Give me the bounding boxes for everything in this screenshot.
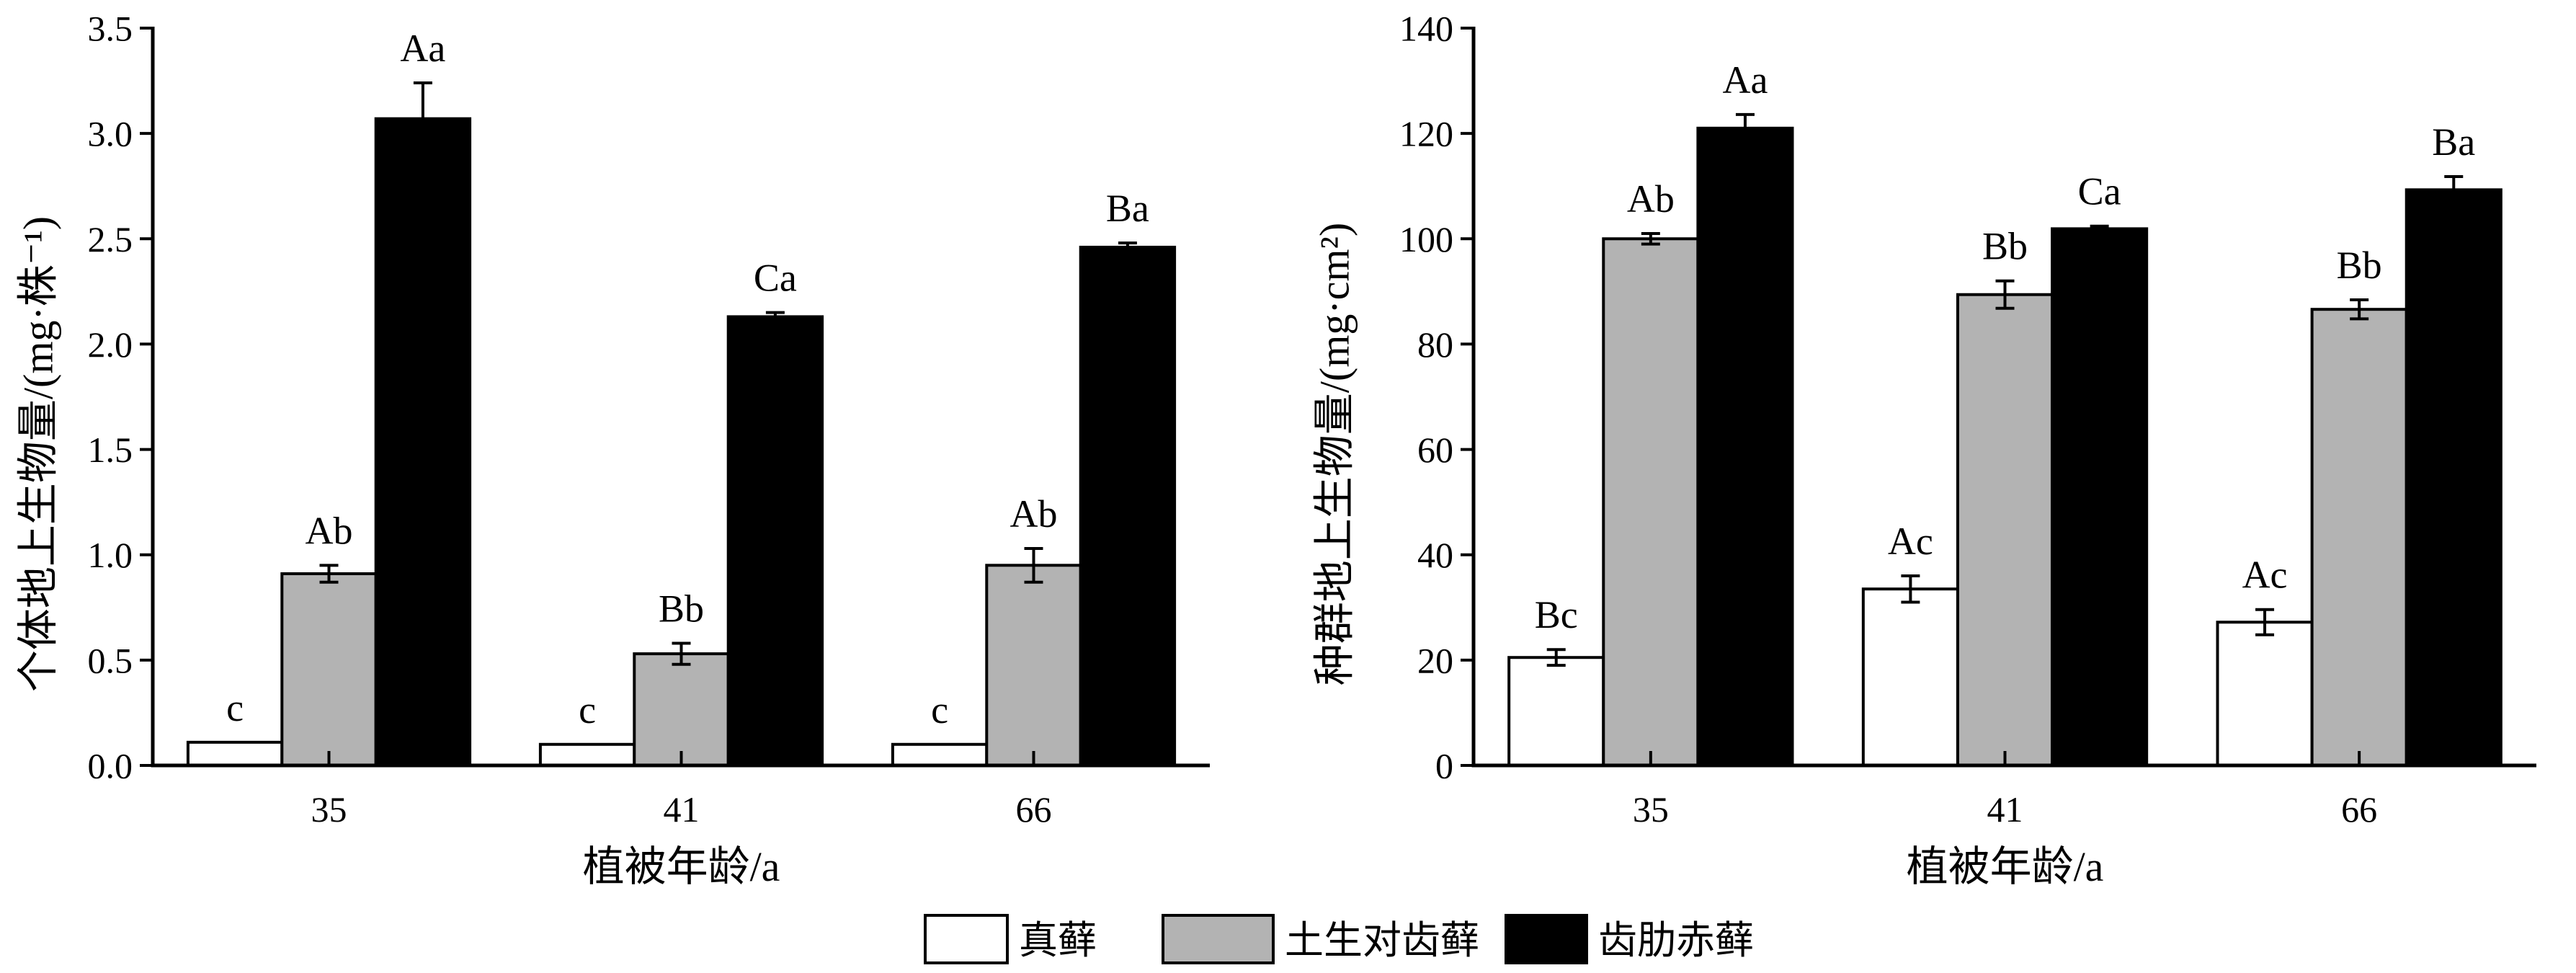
bar-41-series-2 [633, 652, 730, 767]
error-bar-35-series-3 [413, 81, 432, 156]
significance-label: Aa [1722, 58, 1768, 102]
significance-label: Ab [1010, 492, 1058, 536]
significance-label: Ca [2078, 170, 2121, 213]
significance-label: Aa [400, 27, 445, 70]
legend-item-chilei: 齿肋赤藓 [1505, 914, 1754, 964]
legend-label-chilei: 齿肋赤藓 [1598, 919, 1754, 962]
bar-41-series-3 [2051, 227, 2149, 767]
y-tick-label: 0.0 [88, 746, 133, 786]
error-bar-41-series-2 [672, 641, 691, 666]
significance-label: Ca [754, 257, 797, 300]
axes: 0.0 0.5 1.0 1.5 2.0 2.5 3.0 3.5 35 41 66 植被年龄/a 个体地上… [14, 9, 1210, 890]
x-tick-label: 66 [2341, 789, 2377, 830]
y-tick-label: 3.5 [88, 9, 133, 49]
error-bar-41-series-1 [1901, 574, 1920, 604]
significance-label: Ac [2242, 554, 2288, 597]
error-bar-66-series-2 [1024, 546, 1043, 584]
y-tick-label: 2.0 [88, 324, 133, 365]
significance-label: Ba [2432, 120, 2475, 164]
x-axis-title: 植被年龄/a [1907, 843, 2104, 890]
bar-66-series-2 [2310, 308, 2408, 767]
error-bar-41-series-2 [1995, 279, 2015, 310]
bar-41-series-1 [1861, 587, 1959, 767]
y-tick-label: 1.0 [88, 535, 133, 575]
error-bar-66-series-1 [2255, 608, 2275, 636]
bar-35-series-1 [186, 740, 284, 767]
error-bar-41-series-3 [765, 311, 785, 323]
bars: Bc Ac Ac Ab Bb Bb Aa Ca Ba [1507, 58, 2503, 768]
chart-1: c c c Ab Bb Ab Aa Ca Ba 0.0 0.5 1.0 1.5 2.0 2.5 3.0 3.5 3… [14, 9, 1210, 890]
x-tick-label: 66 [1016, 789, 1052, 830]
legend-label-tusheng: 土生对齿藓 [1285, 919, 1479, 962]
y-tick-label: 120 [1399, 114, 1453, 154]
bar-66-series-2 [985, 564, 1082, 767]
y-tick-label: 100 [1399, 219, 1453, 259]
error-bar-41-series-3 [2090, 224, 2109, 234]
y-tick-label: 0.5 [88, 640, 133, 680]
bar-35-series-2 [280, 572, 378, 768]
y-tick-label: 1.5 [88, 430, 133, 470]
y-tick-label: 3.0 [88, 114, 133, 154]
significance-label: Bb [659, 587, 704, 630]
significance-label: Bb [1982, 225, 2028, 268]
bar-66-series-1 [891, 742, 989, 768]
error-bar-35-series-2 [319, 564, 339, 584]
y-tick-label: 60 [1417, 430, 1453, 470]
charts: c c c Ab Bb Ab Aa Ca Ba 0.0 0.5 1.0 1.5 2.0 2.5 3.0 3.5 3… [14, 9, 2536, 890]
legend-swatch-chilei [1505, 914, 1588, 964]
error-bar-66-series-3 [1118, 241, 1137, 253]
axes: 0 20 40 60 80 100 120 140 35 41 66 植被年龄/a 种群地上生物量/(m… [1311, 9, 2536, 890]
significance-label: Ab [306, 509, 353, 552]
significance-label: Ac [1888, 520, 1933, 563]
y-tick-label: 0 [1435, 746, 1453, 786]
x-tick-label: 35 [1633, 789, 1669, 830]
significance-label: c [226, 686, 244, 729]
bar-41-series-1 [538, 742, 636, 768]
y-tick-label: 40 [1417, 535, 1453, 575]
y-axis-title: 个体地上生物量/(mg·株⁻¹) [14, 216, 61, 692]
error-bar-35-series-3 [1735, 112, 1755, 143]
error-bar-35-series-2 [1641, 231, 1660, 246]
significance-label: Bb [2337, 244, 2382, 287]
bar-41-series-2 [1956, 293, 2054, 767]
legend-swatch-tusheng [1162, 914, 1275, 964]
y-tick-label: 80 [1417, 324, 1453, 365]
bar-41-series-3 [726, 315, 824, 767]
legend-item-tusheng: 土生对齿藓 [1162, 914, 1479, 964]
error-bar-66-series-3 [2444, 175, 2464, 205]
bar-66-series-3 [2405, 188, 2503, 767]
chart-2: Bc Ac Ac Ab Bb Bb Aa Ca Ba 0 20 40 60 80 100 120 140 35 41… [1311, 9, 2536, 890]
bars: c c c Ab Bb Ab Aa Ca Ba [186, 27, 1177, 768]
bar-35-series-1 [1507, 656, 1605, 767]
x-tick-label: 41 [1987, 789, 2023, 830]
y-tick-label: 2.5 [88, 219, 133, 259]
significance-label: Ab [1627, 177, 1675, 221]
y-tick-label: 140 [1399, 9, 1453, 49]
bar-66-series-3 [1079, 245, 1177, 767]
error-bar-35-series-1 [1546, 648, 1566, 667]
y-axis-title: 种群地上生物量/(mg·cm²) [1311, 223, 1358, 685]
x-axis-title: 植被年龄/a [583, 843, 780, 890]
y-tick-label: 20 [1417, 640, 1453, 680]
significance-label: Ba [1106, 187, 1149, 230]
legend-item-zhenxian: 真藓 [924, 914, 1097, 964]
bar-35-series-3 [374, 117, 472, 767]
significance-label: c [931, 688, 948, 732]
bar-66-series-1 [2216, 621, 2314, 768]
significance-label: Bc [1535, 593, 1578, 636]
error-bar-66-series-2 [2350, 298, 2369, 321]
legend-swatch-zhenxian [924, 914, 1009, 964]
bar-35-series-3 [1696, 126, 1794, 768]
significance-label: c [579, 688, 596, 732]
legend: 真藓 土生对齿藓 齿肋赤藓 [924, 914, 1754, 964]
legend-label-zhenxian: 真藓 [1019, 919, 1097, 962]
bar-35-series-2 [1602, 237, 1700, 767]
x-tick-label: 41 [664, 789, 700, 830]
x-tick-label: 35 [311, 789, 347, 830]
